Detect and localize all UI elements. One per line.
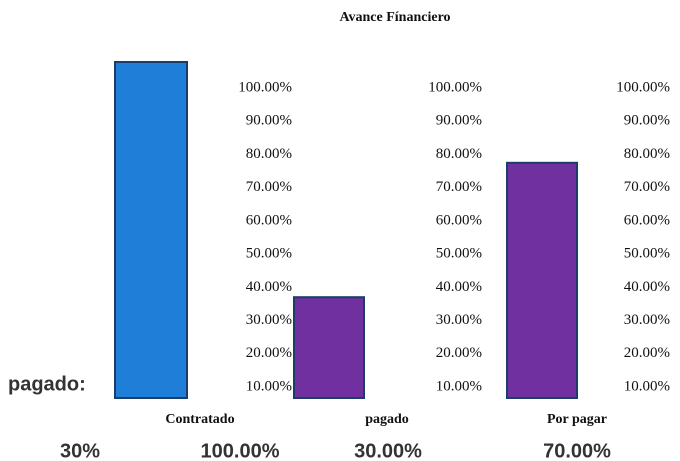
y-tick-label: 40.00% [246,279,292,295]
y-tick-label: 30.00% [436,312,482,328]
y-tick-label: 100.00% [616,79,670,95]
y-tick-label: 20.00% [436,345,482,361]
y-tick-label: 50.00% [624,246,670,262]
value-label: 30.00% [354,440,422,461]
y-tick-label: 100.00% [428,79,482,95]
y-tick-label: 10.00% [624,378,670,394]
y-tick-label: 90.00% [436,113,482,129]
y-tick-label: 90.00% [246,113,292,129]
y-tick-label: 70.00% [624,179,670,195]
y-tick-label: 50.00% [246,246,292,262]
y-tick-label: 40.00% [436,279,482,295]
y-tick-label: 10.00% [246,378,292,394]
value-label: 70.00% [543,440,611,461]
x-tick-label: Por pagar [547,412,607,427]
y-tick-label: 70.00% [246,179,292,195]
y-tick-label: 100.00% [238,79,292,95]
y-tick-label: 60.00% [436,212,482,228]
y-tick-label: 80.00% [624,146,670,162]
y-tick-label: 10.00% [436,378,482,394]
y-tick-label: 70.00% [436,179,482,195]
y-tick-label: 30.00% [246,312,292,328]
y-tick-label: 90.00% [624,113,670,129]
chart-title: Avance Fínanciero [339,10,450,25]
y-tick-label: 40.00% [624,279,670,295]
annotation: pagado: [8,373,86,395]
y-tick-label: 30.00% [624,312,670,328]
bar [114,61,188,399]
y-tick-label: 80.00% [436,146,482,162]
x-tick-label: Contratado [165,412,234,427]
bar [293,296,365,400]
bar [506,161,578,399]
value-label: 100.00% [201,440,280,461]
x-tick-label: pagado [365,412,409,427]
y-tick-label: 50.00% [436,246,482,262]
y-tick-label: 80.00% [246,146,292,162]
y-tick-label: 60.00% [624,212,670,228]
y-tick-label: 20.00% [246,345,292,361]
y-tick-label: 60.00% [246,212,292,228]
annotation: 30% [60,440,100,461]
y-tick-label: 20.00% [624,345,670,361]
